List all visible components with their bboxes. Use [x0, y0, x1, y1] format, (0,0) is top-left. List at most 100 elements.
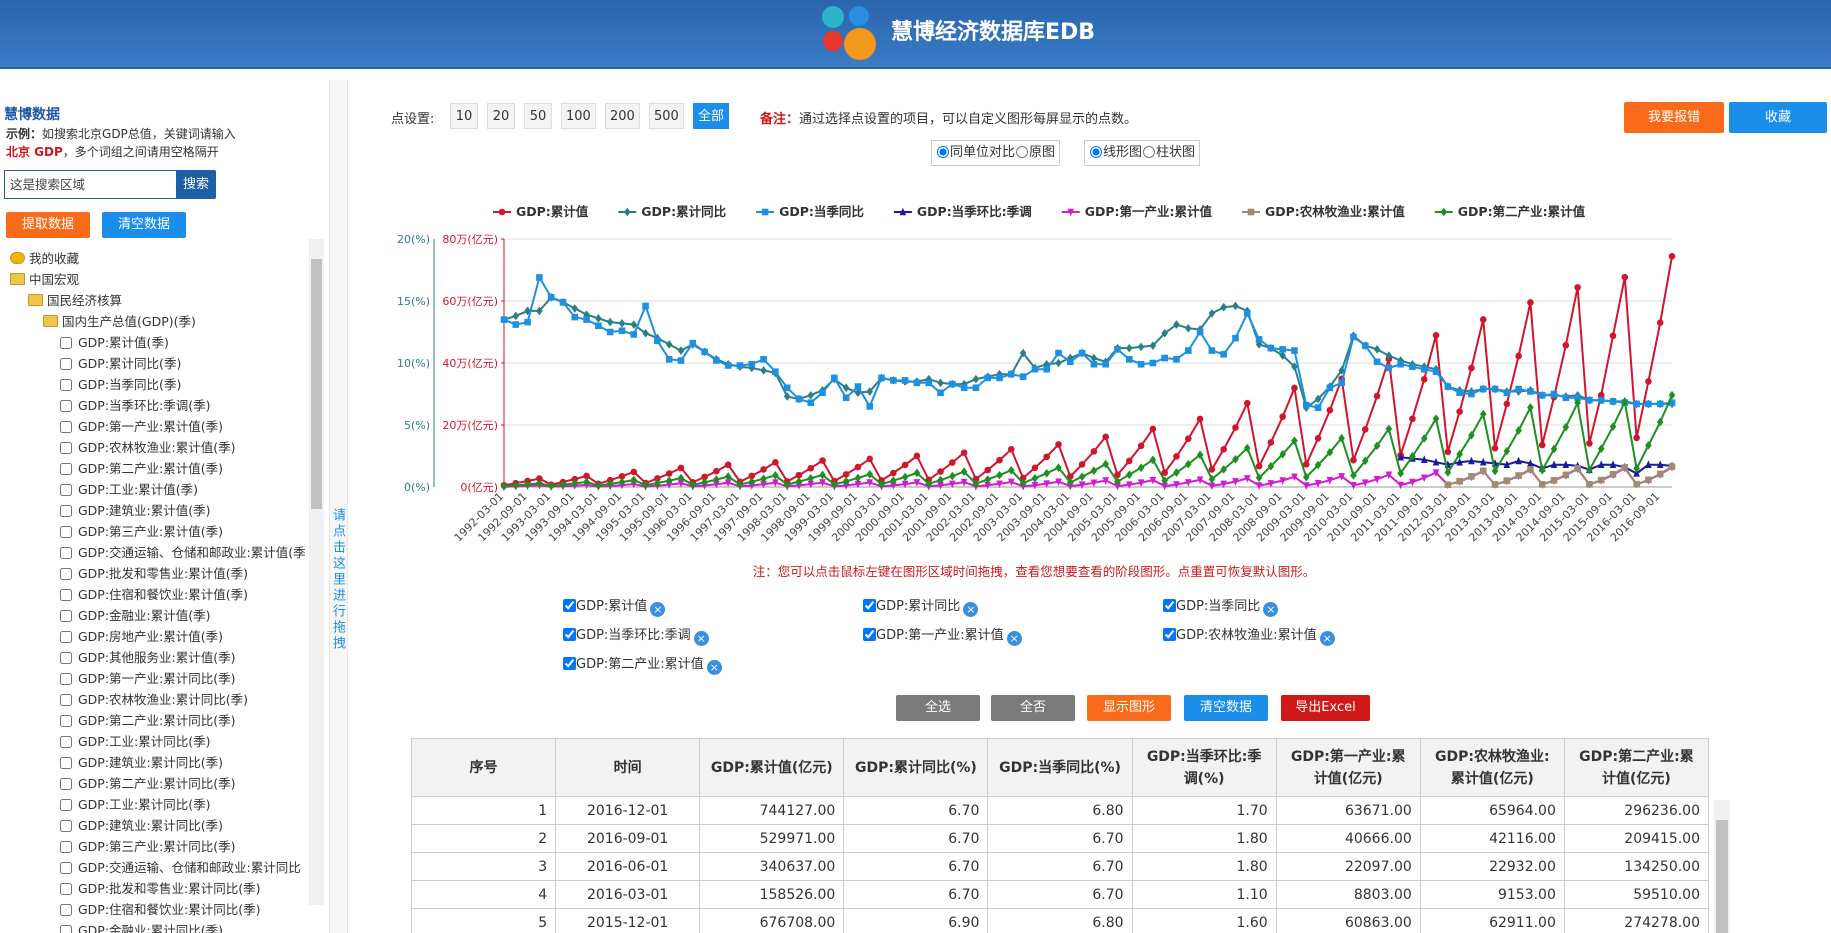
tree-label[interactable]: GDP:农林牧渔业:累计同比(季) — [78, 692, 249, 707]
tree-label[interactable]: GDP:工业:累计值(季) — [78, 482, 199, 497]
checkbox[interactable] — [60, 442, 72, 454]
checkbox[interactable] — [60, 715, 72, 727]
tree-label[interactable]: GDP:农林牧渔业:累计值(季) — [78, 440, 236, 455]
report-button[interactable]: 我要报错 — [1624, 102, 1724, 133]
tree-favorites[interactable]: 我的收藏 — [10, 248, 79, 269]
tree-label[interactable]: GDP:第三产业:累计同比(季) — [78, 839, 236, 854]
remove-icon[interactable]: × — [650, 602, 666, 617]
tree-label[interactable]: GDP:当季同比(季) — [78, 377, 182, 392]
checkbox[interactable] — [60, 358, 72, 370]
tree-label[interactable]: GDP:建筑业:累计值(季) — [78, 503, 211, 518]
checkbox[interactable] — [60, 820, 72, 832]
tree-label[interactable]: GDP:第二产业:累计值(季) — [78, 461, 224, 476]
radio[interactable] — [1143, 146, 1156, 158]
tree-label[interactable]: GDP:金融业:累计值(季) — [78, 608, 211, 623]
points-option[interactable]: 200 — [605, 103, 640, 129]
tree-label[interactable]: GDP:房地产业:累计值(季) — [78, 629, 224, 644]
checkbox[interactable] — [60, 505, 72, 517]
checkbox[interactable] — [60, 673, 72, 685]
tree-label[interactable]: GDP:建筑业:累计同比(季) — [78, 755, 224, 770]
remove-icon[interactable]: × — [1263, 602, 1279, 617]
search-input[interactable]: 这是搜索区域 — [4, 170, 181, 199]
checkbox[interactable] — [1163, 628, 1176, 641]
checkbox[interactable] — [60, 778, 72, 790]
remove-icon[interactable]: × — [693, 631, 709, 646]
radio[interactable] — [1090, 146, 1102, 158]
checkbox[interactable] — [60, 337, 72, 349]
scroll-thumb[interactable] — [311, 259, 322, 509]
action-button[interactable]: 全选 — [896, 695, 980, 721]
points-option[interactable]: 50 — [524, 103, 552, 129]
tree-label[interactable]: GDP:住宿和餐饮业:累计值(季) — [78, 587, 249, 602]
checkbox[interactable] — [563, 599, 576, 612]
checkbox[interactable] — [563, 657, 576, 670]
remove-icon[interactable]: × — [1006, 631, 1022, 646]
checkbox[interactable] — [60, 400, 72, 412]
tree-label[interactable]: GDP:第三产业:累计值(季) — [78, 524, 224, 539]
points-option[interactable]: 全部 — [693, 103, 730, 129]
remove-icon[interactable]: × — [963, 602, 979, 617]
favorite-button[interactable]: 收藏 — [1729, 102, 1827, 133]
checkbox[interactable] — [60, 925, 72, 933]
checkbox[interactable] — [60, 547, 72, 559]
extract-button[interactable]: 提取数据 — [6, 212, 90, 238]
remove-icon[interactable]: × — [706, 660, 722, 675]
action-button[interactable]: 导出Excel — [1281, 695, 1370, 721]
tree-subgroup[interactable]: 国内生产总值(GDP)(季) — [43, 311, 196, 332]
checkbox[interactable] — [1163, 599, 1176, 612]
radio[interactable] — [1016, 146, 1029, 158]
tree-label[interactable]: GDP:建筑业:累计同比(季) — [78, 818, 224, 833]
checkbox[interactable] — [60, 799, 72, 811]
tree-label[interactable]: GDP:批发和零售业:累计同比(季) — [78, 881, 261, 896]
checkbox[interactable] — [60, 589, 72, 601]
tree-root[interactable]: 中国宏观 — [10, 269, 79, 290]
checkbox[interactable] — [60, 841, 72, 853]
tree-label[interactable]: GDP:第一产业:累计值(季) — [78, 419, 224, 434]
points-option[interactable]: 20 — [487, 103, 515, 129]
tree-label[interactable]: GDP:工业:累计同比(季) — [78, 797, 211, 812]
tree-label[interactable]: GDP:工业:累计同比(季) — [78, 734, 211, 749]
tree-label[interactable]: GDP:第一产业:累计同比(季) — [78, 671, 236, 686]
checkbox[interactable] — [60, 694, 72, 706]
checkbox[interactable] — [60, 610, 72, 622]
action-button[interactable]: 全否 — [991, 695, 1075, 721]
action-button[interactable]: 清空数据 — [1184, 695, 1268, 721]
checkbox[interactable] — [60, 463, 72, 475]
tree-label[interactable]: GDP:累计值(季) — [78, 335, 169, 350]
drag-strip[interactable] — [329, 80, 348, 933]
points-option[interactable]: 500 — [649, 103, 684, 129]
checkbox[interactable] — [60, 379, 72, 391]
tree-label[interactable]: GDP:金融业:累计同比(季) — [78, 923, 224, 933]
checkbox[interactable] — [60, 421, 72, 433]
checkbox[interactable] — [60, 904, 72, 916]
tree-label[interactable]: GDP:批发和零售业:累计值(季) — [78, 566, 249, 581]
checkbox[interactable] — [60, 652, 72, 664]
tree-label[interactable]: GDP:累计同比(季) — [78, 356, 182, 371]
radio[interactable] — [937, 146, 949, 158]
table-scrollbar[interactable] — [1714, 800, 1730, 933]
checkbox[interactable] — [60, 883, 72, 895]
scrollbar[interactable] — [309, 239, 324, 905]
checkbox[interactable] — [60, 631, 72, 643]
remove-icon[interactable]: × — [1319, 631, 1335, 646]
checkbox[interactable] — [60, 526, 72, 538]
tree-label[interactable]: GDP:第二产业:累计同比(季) — [78, 776, 236, 791]
tree-group[interactable]: 国民经济核算 — [28, 290, 122, 311]
points-option[interactable]: 10 — [450, 103, 478, 129]
checkbox[interactable] — [863, 628, 876, 641]
checkbox[interactable] — [60, 862, 72, 874]
checkbox[interactable] — [60, 736, 72, 748]
tree-label[interactable]: GDP:交通运输、仓储和邮政业:累计值(季 — [78, 545, 306, 560]
tree-label[interactable]: GDP:住宿和餐饮业:累计同比(季) — [78, 902, 261, 917]
points-option[interactable]: 100 — [561, 103, 596, 129]
checkbox[interactable] — [60, 568, 72, 580]
checkbox[interactable] — [60, 484, 72, 496]
search-button[interactable]: 搜索 — [176, 170, 216, 199]
checkbox[interactable] — [863, 599, 876, 612]
tree-label[interactable]: GDP:第二产业:累计同比(季) — [78, 713, 236, 728]
action-button[interactable]: 显示图形 — [1087, 695, 1171, 721]
clear-button[interactable]: 清空数据 — [102, 212, 186, 238]
tree-label[interactable]: GDP:交通运输、仓储和邮政业:累计同比 — [78, 860, 301, 875]
scroll-thumb[interactable] — [1716, 820, 1728, 933]
tree-label[interactable]: GDP:当季环比:季调(季) — [78, 398, 211, 413]
